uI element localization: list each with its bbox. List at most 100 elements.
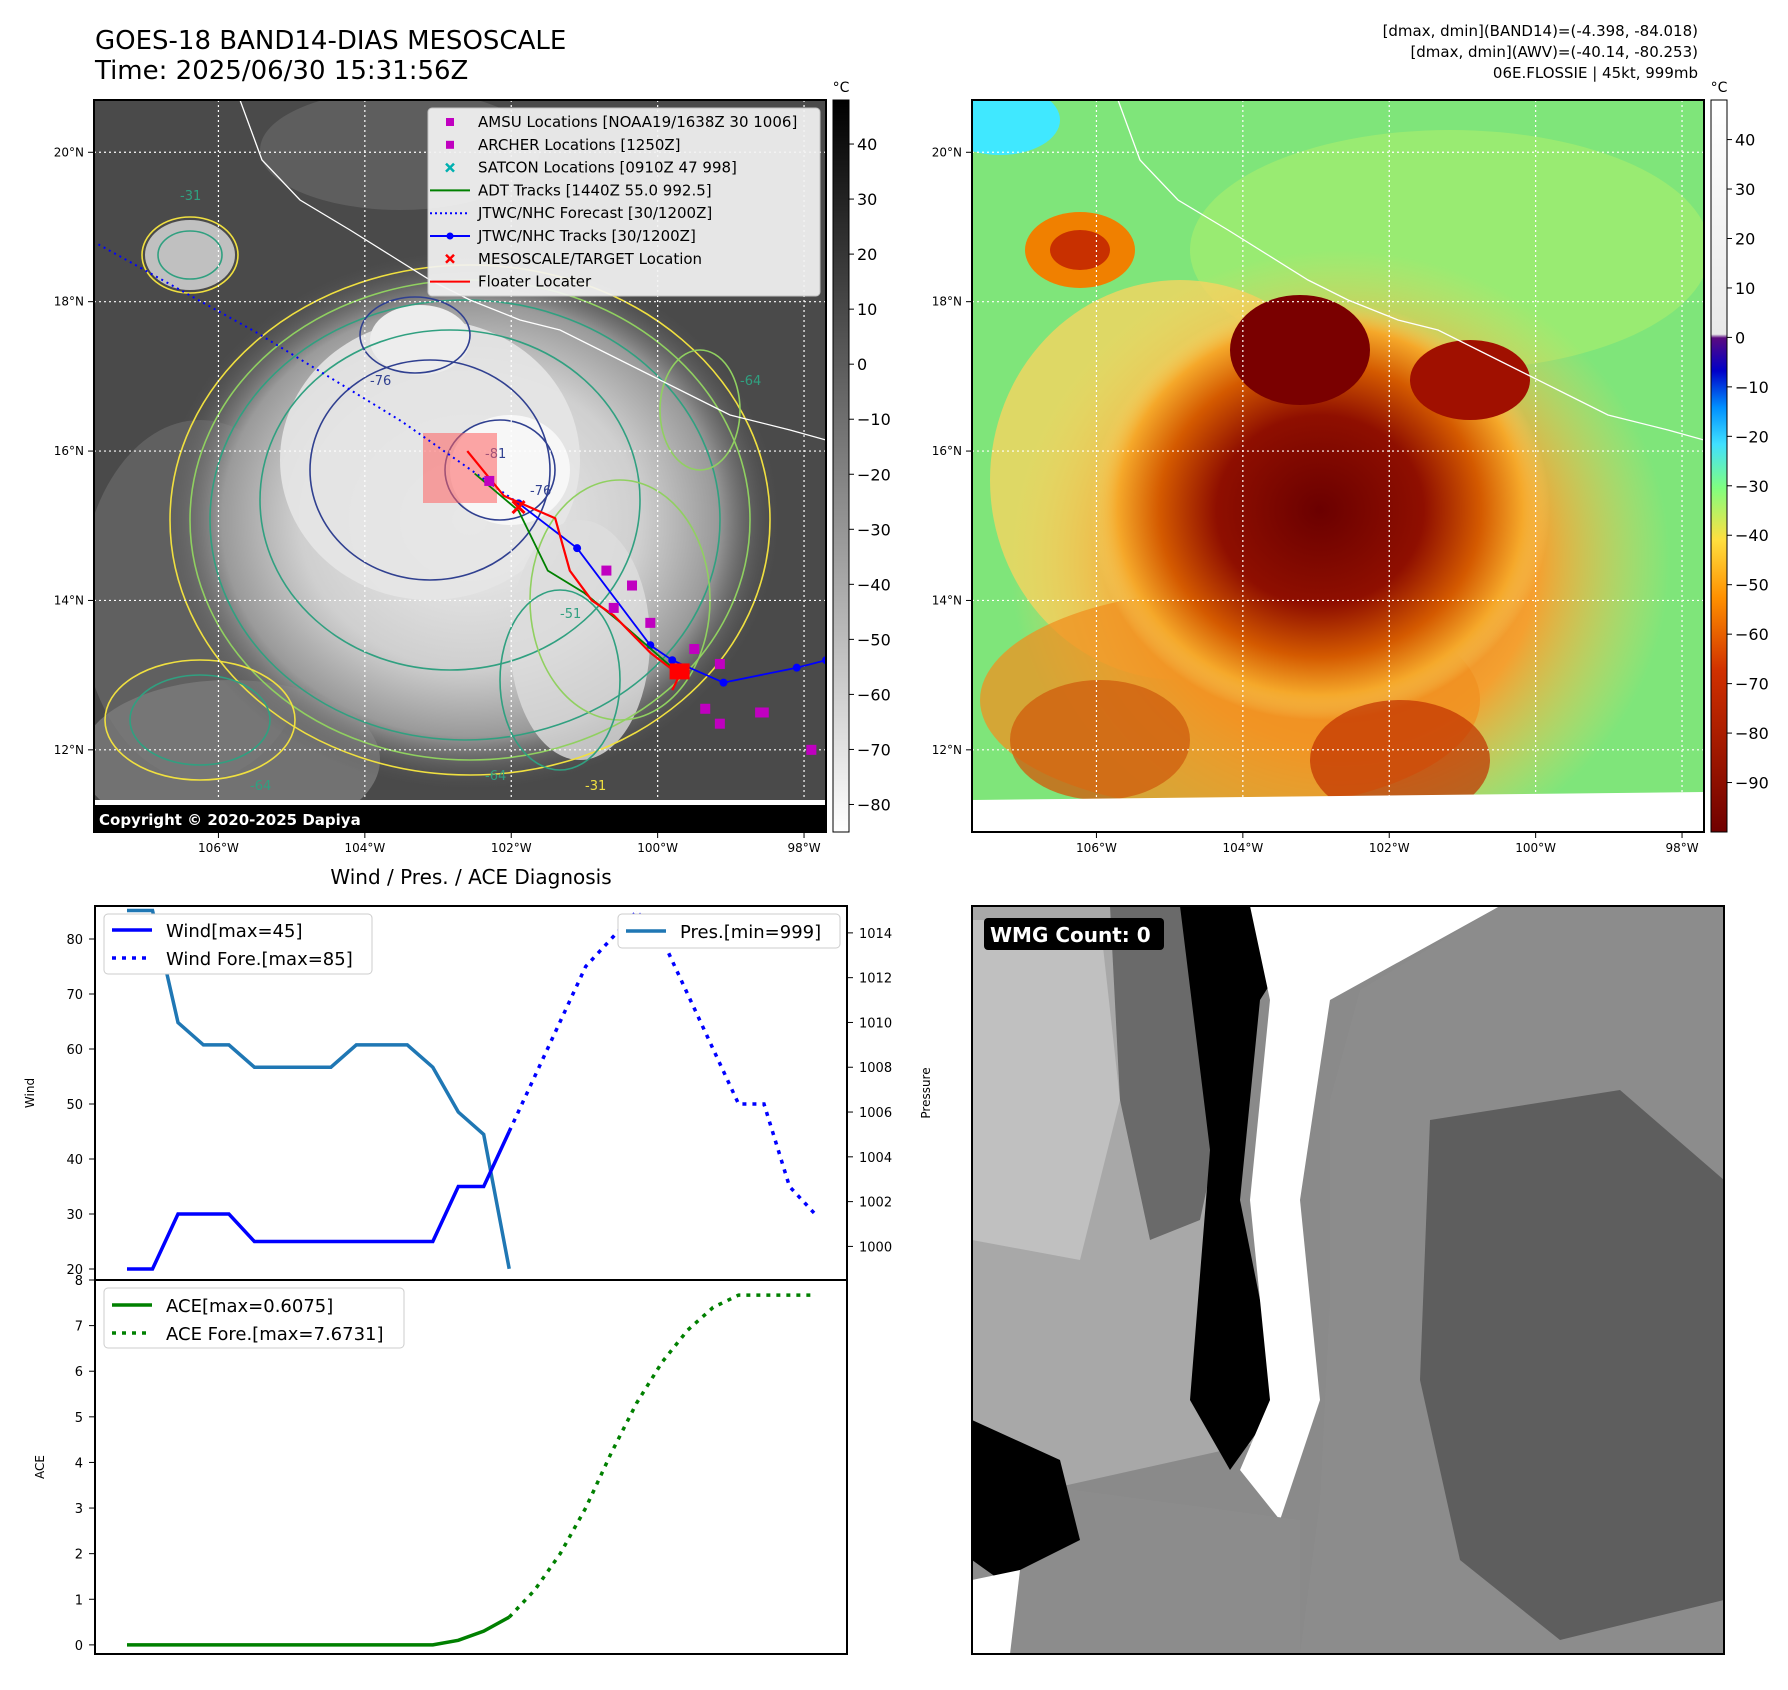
ir-colorbar-unit: °C bbox=[833, 80, 850, 96]
jtwc-track-point bbox=[668, 656, 677, 665]
colorbar-tick-label: 20 bbox=[857, 245, 877, 264]
figure-title: GOES-18 BAND14-DIAS MESOSCALE bbox=[95, 26, 567, 56]
ace-tick-label: 7 bbox=[75, 1320, 83, 1335]
amsu-point bbox=[806, 744, 817, 755]
ir-axis-ticks: 106°W 104°W 102°W 100°W 98°W 20°N 18°N 16°N 14°N… bbox=[54, 145, 821, 855]
wind-line bbox=[127, 1130, 511, 1271]
colorbar-tick-label: 20 bbox=[1735, 229, 1755, 248]
jtwc-track-point bbox=[573, 544, 582, 553]
lon-tick-label: 98°W bbox=[787, 841, 820, 855]
lon-tick-label: 104°W bbox=[344, 841, 385, 855]
wmg-panel: WMG Count: 0 bbox=[971, 905, 1725, 1655]
legend-marker-x bbox=[445, 162, 455, 173]
colorbar-tick-label: −20 bbox=[1735, 427, 1769, 446]
pressure-tick-label: 1000 bbox=[859, 1240, 892, 1255]
info-line-awv: [dmax, dmin](AWV)=(-40.14, -80.253) bbox=[1410, 43, 1698, 61]
wv-coastline bbox=[1117, 100, 1704, 441]
colorbar-tick-label: −40 bbox=[1735, 526, 1769, 545]
lon-tick-label: 98°W bbox=[1665, 841, 1698, 855]
target-marker bbox=[511, 500, 526, 515]
pressure-axis-label: Pressure bbox=[919, 1067, 933, 1118]
amsu-point bbox=[627, 580, 638, 591]
lat-tick-label: 12°N bbox=[54, 743, 84, 757]
wind-tick-label: 30 bbox=[66, 1208, 83, 1223]
ace-tick-label: 6 bbox=[75, 1365, 83, 1380]
colorbar-tick-label: 10 bbox=[1735, 279, 1755, 298]
colorbar-tick-label: −80 bbox=[1735, 724, 1769, 743]
colorbar-tick-label: −10 bbox=[857, 410, 891, 429]
legend-label: SATCON Locations [0910Z 47 998] bbox=[478, 159, 737, 177]
legend-label: ADT Tracks [1440Z 55.0 992.5] bbox=[478, 181, 712, 199]
amsu-point bbox=[645, 617, 656, 628]
lat-tick-label: 14°N bbox=[932, 593, 962, 607]
ace-tick-label: 0 bbox=[75, 1639, 83, 1654]
contour-label: -64 bbox=[250, 779, 271, 794]
ace-tick-label: 8 bbox=[75, 1274, 83, 1289]
legend-marker-square bbox=[446, 118, 454, 126]
contour-label: -31 bbox=[180, 189, 201, 204]
wind-axis-label: Wind bbox=[23, 1078, 37, 1108]
legend-marker-square bbox=[446, 140, 454, 149]
colorbar-tick-label: −60 bbox=[857, 685, 891, 704]
legend-label: ARCHER Locations [1250Z] bbox=[478, 136, 681, 154]
wv-colorbar-unit: °C bbox=[1711, 80, 1728, 96]
wind-tick-label: 70 bbox=[66, 988, 83, 1003]
lon-tick-label: 102°W bbox=[491, 841, 532, 855]
wind-forecast-legend-label: Wind Fore.[max=85] bbox=[166, 949, 353, 970]
ir-map-frame bbox=[93, 99, 827, 833]
pressure-line bbox=[127, 908, 511, 1270]
copyright-text: Copyright © 2020-2025 Dapiya bbox=[99, 811, 361, 829]
lon-tick-label: 100°W bbox=[1515, 841, 1556, 855]
ace-tick-label: 2 bbox=[75, 1548, 83, 1563]
colorbar-tick-label: 0 bbox=[1735, 328, 1745, 347]
wind-legend-label: Wind[max=45] bbox=[166, 921, 303, 942]
pressure-tick-label: 1010 bbox=[859, 1016, 892, 1031]
wv-gridlines bbox=[972, 100, 1704, 832]
colorbar-tick-label: 30 bbox=[1735, 180, 1755, 199]
contour-label: -31 bbox=[585, 779, 606, 794]
colorbar-tick-label: −50 bbox=[1735, 576, 1769, 595]
wind-tick-label: 80 bbox=[66, 933, 83, 948]
ir-map-panel: -31 -76 -81 -76 -64 -51 -64 -31 -64 Copy… bbox=[93, 99, 827, 833]
amsu-point bbox=[484, 475, 495, 486]
jtwc-track-point bbox=[719, 678, 728, 687]
amsu-point bbox=[601, 565, 612, 576]
pressure-tick-label: 1006 bbox=[859, 1106, 892, 1121]
wv-colorbar: °C 40 30 20 10 0 −10 −20 −30 −40 −50 −60 −70 −80 −90 bbox=[1710, 80, 1769, 833]
ace-tick-label: 1 bbox=[75, 1593, 83, 1608]
ace-tick-label: 3 bbox=[75, 1502, 83, 1517]
contour-label: -51 bbox=[560, 607, 581, 622]
ace-legend-label: ACE[max=0.6075] bbox=[166, 1296, 333, 1317]
amsu-point bbox=[714, 658, 725, 669]
colorbar-tick-label: 40 bbox=[1735, 131, 1755, 150]
wind-tick-label: 20 bbox=[66, 1263, 83, 1278]
contour-label: -76 bbox=[370, 374, 391, 389]
wv-map-frame bbox=[971, 99, 1705, 833]
legend-label: Floater Locater bbox=[478, 273, 592, 291]
ace-forecast-legend-label: ACE Fore.[max=7.6731] bbox=[166, 1324, 384, 1345]
colorbar-tick-label: 0 bbox=[857, 355, 867, 374]
lat-tick-label: 20°N bbox=[54, 145, 84, 159]
amsu-point bbox=[758, 707, 769, 718]
floater-box bbox=[423, 433, 497, 503]
colorbar-tick-label: −10 bbox=[1735, 378, 1769, 397]
ace-legend-box bbox=[103, 1287, 405, 1349]
wind-legend-box bbox=[103, 913, 373, 975]
floater-cluster bbox=[669, 663, 690, 680]
ace-tick-label: 5 bbox=[75, 1411, 83, 1426]
colorbar-tick-label: 30 bbox=[857, 190, 877, 209]
amsu-point bbox=[608, 602, 619, 613]
info-line-band14: [dmax, dmin](BAND14)=(-4.398, -84.018) bbox=[1382, 22, 1698, 40]
legend-label: JTWC/NHC Tracks [30/1200Z] bbox=[477, 227, 696, 245]
colorbar-tick-label: 10 bbox=[857, 300, 877, 319]
copyright-bar bbox=[94, 805, 826, 832]
colorbar-tick-label: −50 bbox=[857, 630, 891, 649]
jtwc-forecast-line bbox=[94, 241, 520, 505]
colorbar-tick-label: −90 bbox=[1735, 774, 1769, 793]
lat-tick-label: 16°N bbox=[932, 444, 962, 458]
wmg-count-label: WMG Count: 0 bbox=[990, 923, 1151, 947]
amsu-point bbox=[689, 644, 700, 654]
figure-time: Time: 2025/06/30 15:31:56Z bbox=[95, 56, 469, 86]
legend-label: AMSU Locations [NOAA19/1638Z 30 1006] bbox=[478, 113, 797, 131]
